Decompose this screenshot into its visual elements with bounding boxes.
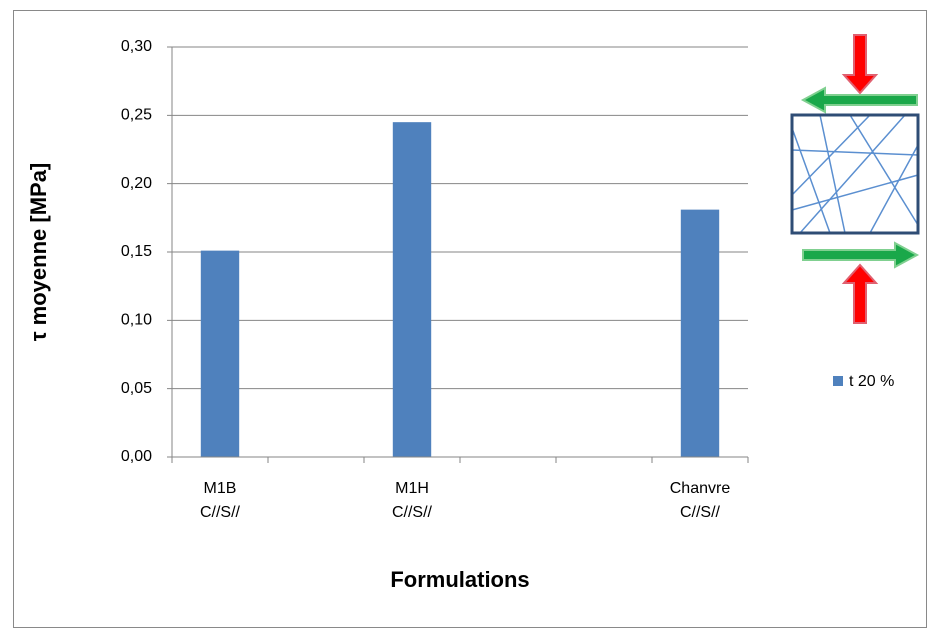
- x-tick-label: M1H C//S//: [391, 480, 432, 521]
- bar: [392, 122, 432, 458]
- shear-diagram: [790, 34, 920, 324]
- bar: [200, 250, 240, 457]
- legend-swatch: [833, 376, 843, 386]
- y-tick-label: 0,00: [121, 448, 152, 465]
- y-axis-title: τ moyenne [MPa]: [26, 163, 51, 342]
- x-axis-title: Formulations: [390, 567, 529, 592]
- x-tick-label: Chanvre C//S//: [669, 480, 731, 521]
- y-tick-label: 0,05: [121, 380, 152, 397]
- y-tick-label: 0,10: [121, 312, 152, 329]
- y-tick-label: 0,20: [121, 175, 152, 192]
- y-tick-label: 0,30: [121, 38, 152, 55]
- x-tick-label: M1B C//S//: [199, 480, 240, 521]
- chart-border: [13, 10, 927, 628]
- legend-label: t 20 %: [849, 373, 894, 390]
- bar: [680, 209, 720, 457]
- y-tick-label: 0,25: [121, 107, 152, 124]
- y-tick-label: 0,15: [121, 243, 152, 260]
